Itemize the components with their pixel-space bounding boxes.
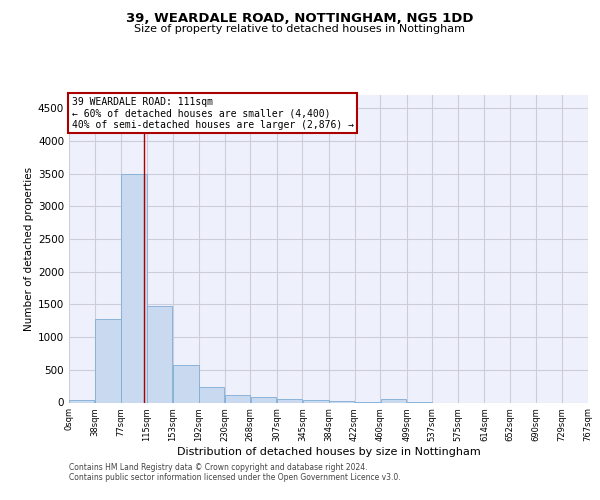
Bar [225, 395, 250, 402]
Bar [173, 364, 199, 403]
Bar [147, 306, 172, 402]
Bar [199, 387, 224, 402]
Bar [277, 399, 302, 402]
X-axis label: Distribution of detached houses by size in Nottingham: Distribution of detached houses by size … [176, 447, 481, 457]
Bar [380, 399, 406, 402]
Y-axis label: Number of detached properties: Number of detached properties [24, 166, 34, 331]
Text: 39 WEARDALE ROAD: 111sqm
← 60% of detached houses are smaller (4,400)
40% of sem: 39 WEARDALE ROAD: 111sqm ← 60% of detach… [71, 96, 353, 130]
Bar [69, 400, 94, 402]
Bar [251, 398, 277, 402]
Text: Contains HM Land Registry data © Crown copyright and database right 2024.: Contains HM Land Registry data © Crown c… [69, 464, 367, 472]
Bar [303, 400, 329, 402]
Text: Contains public sector information licensed under the Open Government Licence v3: Contains public sector information licen… [69, 474, 401, 482]
Bar [95, 319, 121, 402]
Bar [121, 174, 146, 402]
Text: Size of property relative to detached houses in Nottingham: Size of property relative to detached ho… [134, 24, 466, 34]
Text: 39, WEARDALE ROAD, NOTTINGHAM, NG5 1DD: 39, WEARDALE ROAD, NOTTINGHAM, NG5 1DD [126, 12, 474, 26]
Bar [329, 401, 354, 402]
